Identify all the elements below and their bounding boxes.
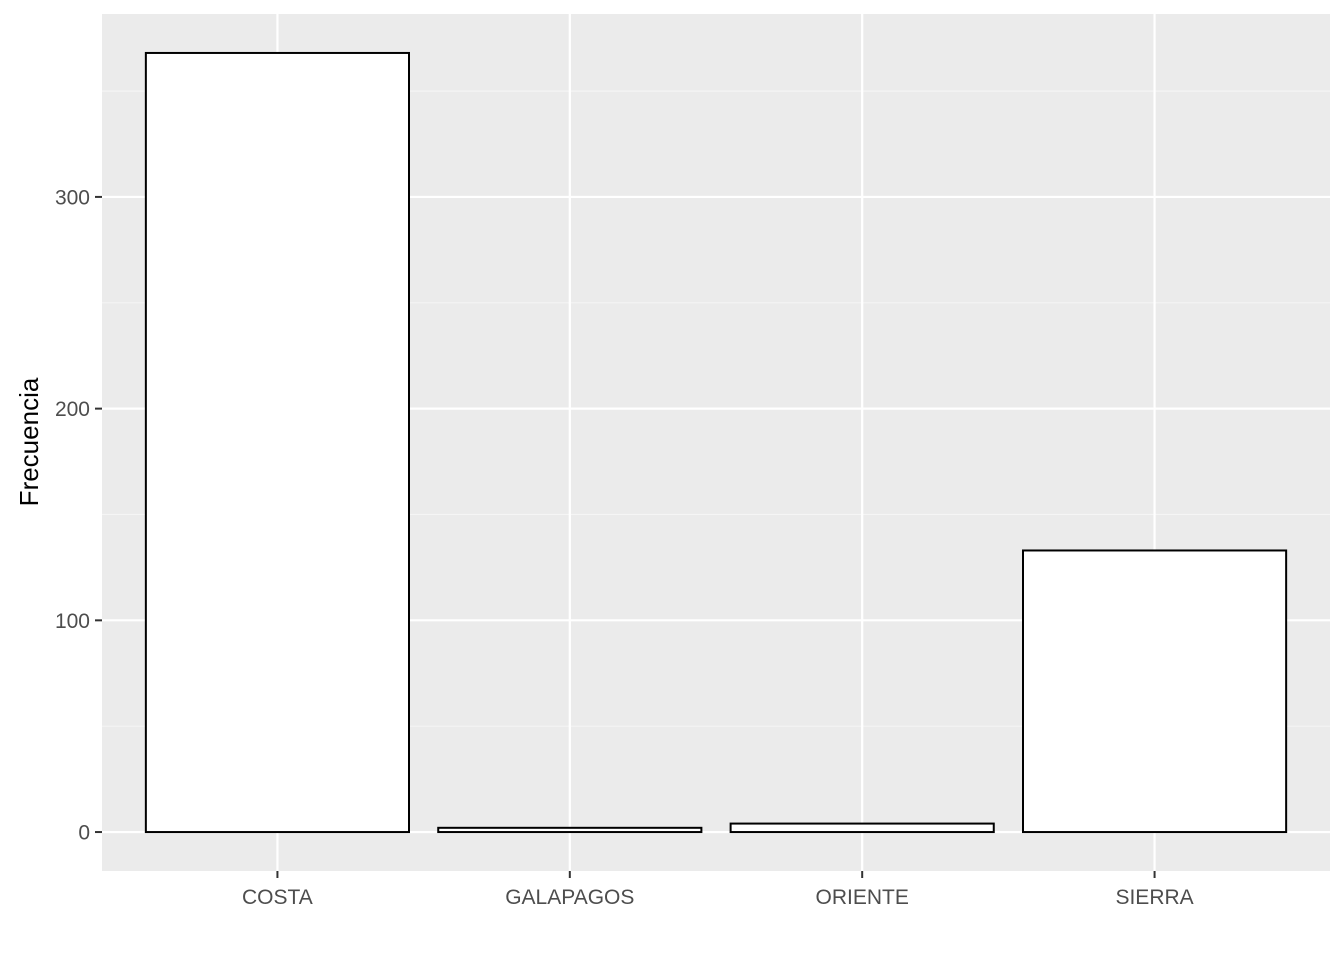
x-axis-ticks: COSTA GALAPAGOS ORIENTE SIERRA — [242, 871, 1194, 909]
y-axis-title: Frecuencia — [14, 377, 44, 506]
y-tick-label: 100 — [55, 610, 90, 633]
bar-oriente — [729, 822, 995, 834]
y-tick-label: 200 — [55, 398, 90, 421]
y-tick-label: 300 — [55, 186, 90, 209]
bar-galapagos — [437, 826, 703, 834]
x-tick-label: SIERRA — [1115, 886, 1193, 909]
x-tick-label: COSTA — [242, 886, 313, 909]
y-tick-label: 0 — [78, 822, 90, 845]
bar-costa — [144, 51, 410, 834]
y-axis-ticks: 0 100 200 300 — [55, 186, 102, 845]
bar-sierra — [1022, 549, 1288, 834]
x-tick-label: GALAPAGOS — [505, 886, 634, 909]
bars — [144, 51, 1288, 834]
x-tick-label: ORIENTE — [816, 886, 909, 909]
